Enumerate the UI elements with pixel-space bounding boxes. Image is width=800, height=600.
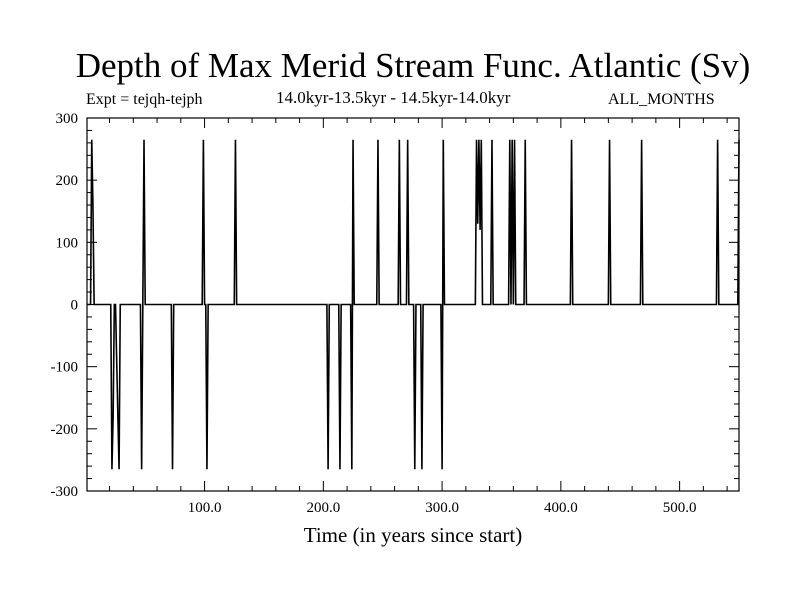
y-tick-label: 300: [56, 111, 79, 127]
x-axis-label: Time (in years since start): [303, 523, 523, 547]
x-tick-label: 400.0: [544, 500, 578, 516]
chart-title: Depth of Max Merid Stream Func. Atlantic…: [75, 46, 751, 85]
x-tick-label: 100.0: [188, 500, 222, 516]
y-tick-label: 200: [56, 173, 79, 189]
chart-subtitle: 14.0kyr-13.5kyr - 14.5kyr-14.0kyr: [276, 88, 511, 107]
y-tick-label: 0: [71, 298, 79, 314]
x-tick-label: 200.0: [306, 500, 340, 516]
x-tick-label: 300.0: [425, 500, 459, 516]
y-tick-label: 100: [56, 235, 79, 251]
series-line-1: [87, 139, 740, 470]
x-tick-label: 500.0: [663, 500, 697, 516]
y-tick-label: -300: [51, 484, 79, 500]
y-tick-label: -100: [51, 360, 79, 376]
months-label: ALL_MONTHS: [608, 91, 715, 108]
experiment-label: Expt = tejqh-tejph: [86, 91, 203, 108]
y-tick-label: -200: [51, 422, 79, 438]
